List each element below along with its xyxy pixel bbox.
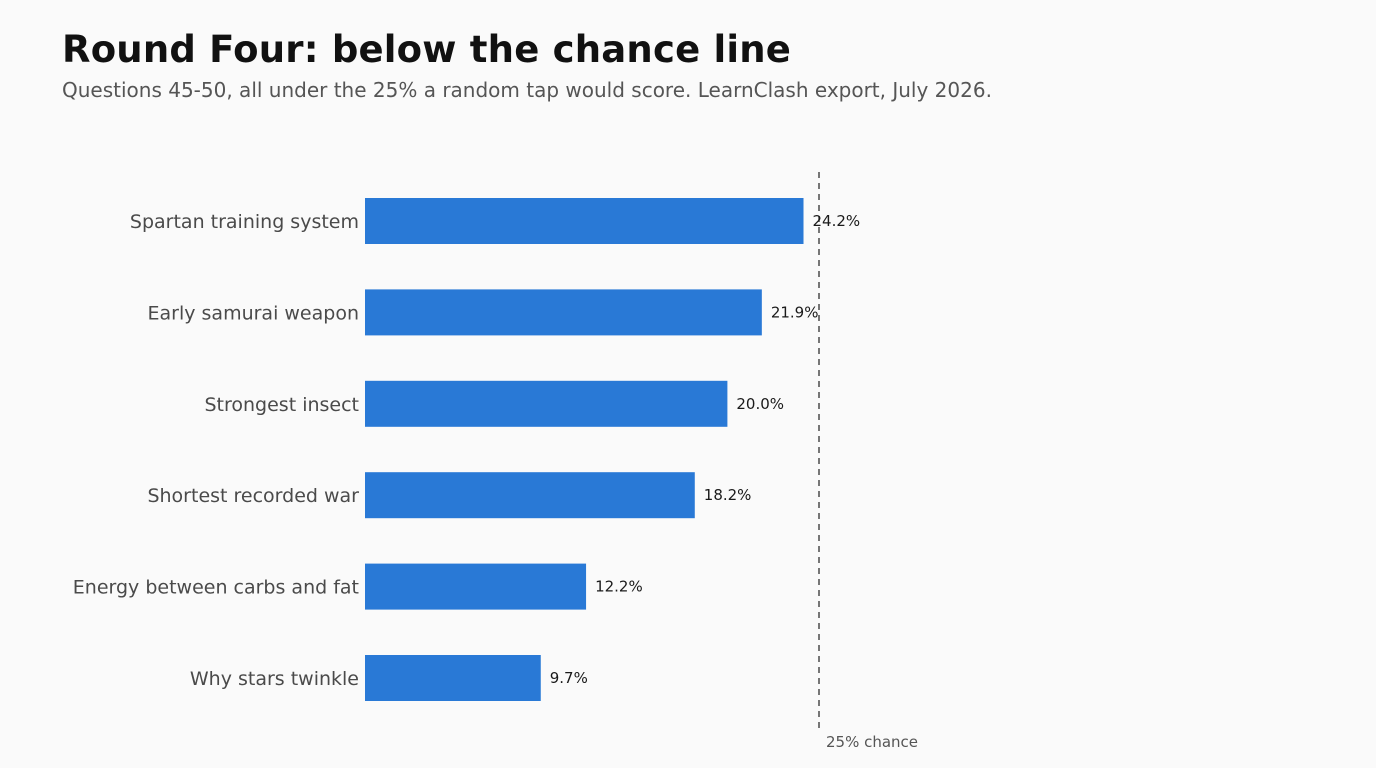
category-label: Spartan training system <box>130 211 359 233</box>
value-label: 21.9% <box>771 303 819 321</box>
category-label: Early samurai weapon <box>148 302 360 324</box>
bar <box>365 472 695 519</box>
category-label: Strongest insect <box>204 394 359 416</box>
bar <box>365 289 762 336</box>
bar <box>365 198 804 244</box>
bar <box>365 655 541 701</box>
chart-title: Round Four: below the chance line <box>62 28 792 71</box>
value-label: 20.0% <box>736 395 784 413</box>
chance-line-label: 25% chance <box>826 733 918 751</box>
category-label: Shortest recorded war <box>147 485 359 507</box>
bar <box>365 563 587 610</box>
value-label: 24.2% <box>813 212 861 230</box>
bar <box>365 380 728 427</box>
value-label: 12.2% <box>595 578 643 596</box>
chart-subtitle: Questions 45-50, all under the 25% a ran… <box>62 78 992 102</box>
category-label: Energy between carbs and fat <box>73 577 359 599</box>
category-label: Why stars twinkle <box>190 668 359 690</box>
value-label: 18.2% <box>704 486 752 504</box>
value-label: 9.7% <box>550 669 588 687</box>
